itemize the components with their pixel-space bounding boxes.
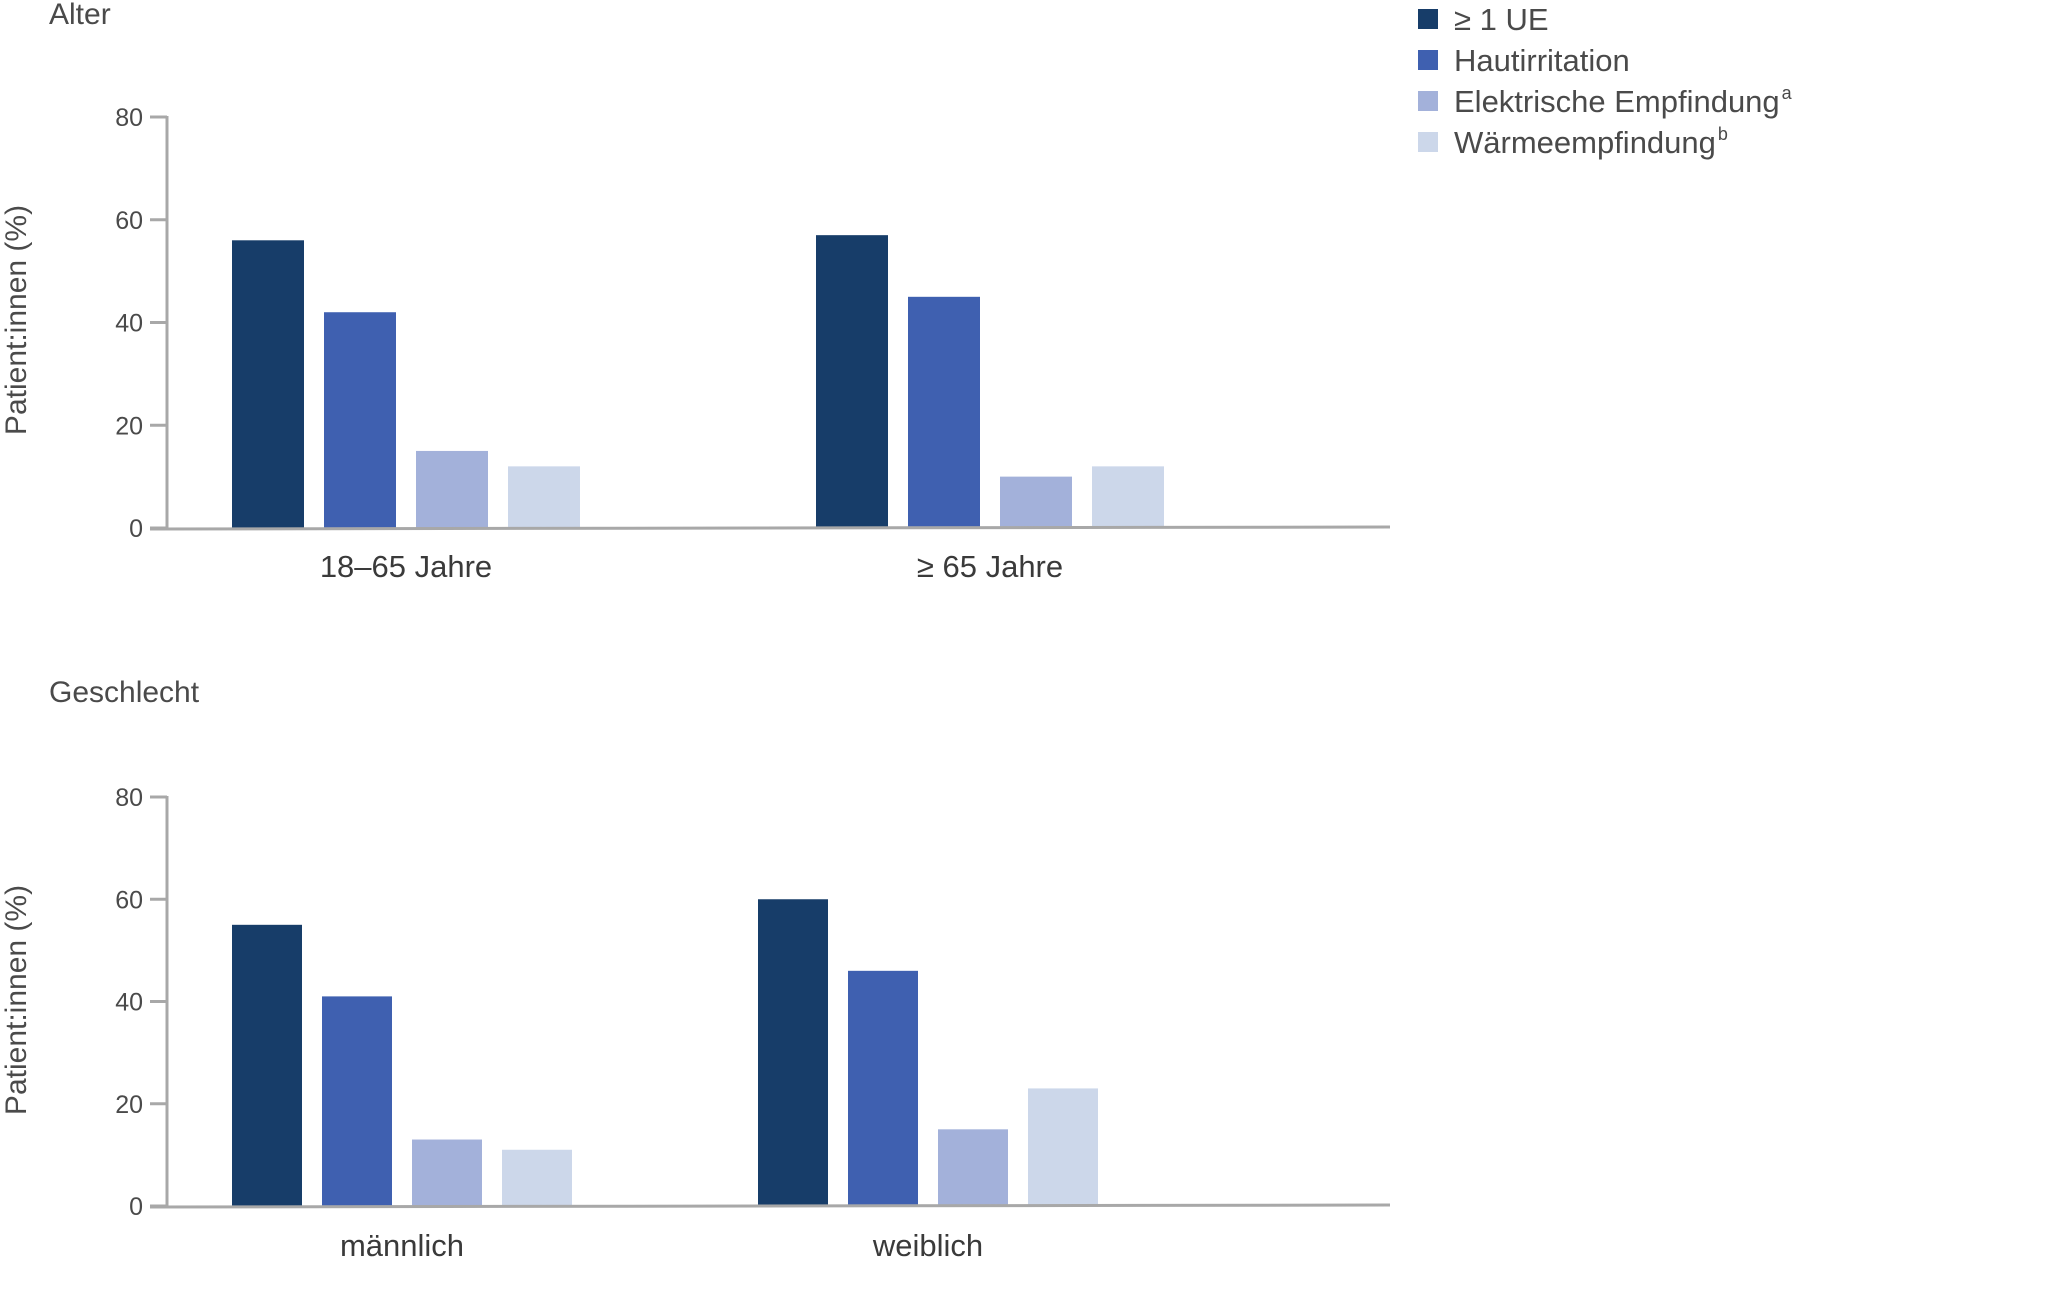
bar [232,924,302,1206]
bar [508,466,580,528]
y-tick-label: 0 [129,1193,143,1221]
bar [322,996,392,1206]
y-tick-label: 0 [129,515,143,543]
chart-panel-geschlecht: Geschlecht Patient:innen (%) 0 20 40 60 80 männ… [0,676,1391,1263]
bar [502,1149,572,1206]
bar [1092,466,1164,528]
y-tick-label: 40 [115,310,143,338]
y-tick-label: 60 [115,886,143,914]
bar [416,450,488,528]
y-axis-label: Patient:innen (%) [0,885,33,1115]
bar [908,296,980,528]
bar [758,899,828,1206]
category-label: weiblich [872,1228,983,1263]
bar [412,1139,482,1206]
x-axis-line [149,1203,1391,1209]
legend-label: Wärmeempfindung b [1454,124,1728,160]
y-axis-label: Patient:innen (%) [0,205,33,435]
footnote-marker: a [1782,83,1793,103]
y-tick-label: 80 [115,784,143,812]
bar [1028,1088,1098,1206]
y-tick-label: 60 [115,207,143,235]
legend-swatch [1418,132,1438,152]
footnote-marker: b [1718,124,1728,144]
legend-label: ≥ 1 UE [1454,2,1549,37]
chart-title: Alter [49,0,111,31]
bar [848,970,918,1206]
legend-swatch [1418,9,1438,29]
y-tick-label: 40 [115,989,143,1017]
x-axis-line [149,525,1391,531]
legend-swatch [1418,50,1438,70]
category-label: ≥ 65 Jahre [917,549,1063,584]
bar [938,1129,1008,1206]
category-label: 18–65 Jahre [320,549,492,584]
bar [232,240,304,529]
y-tick-label: 80 [115,104,143,132]
legend-label: Elektrische Empfindung a [1454,83,1793,119]
bar [1000,476,1072,528]
chart-title: Geschlecht [49,676,200,709]
legend-label: Hautirritation [1454,43,1630,78]
y-tick-label: 20 [115,1091,143,1119]
bar [324,312,396,528]
y-tick-label: 20 [115,412,143,440]
category-label: männlich [340,1228,464,1263]
bar [816,235,888,528]
legend-swatch [1418,91,1438,111]
legend: ≥ 1 UE Hautirritation Elektrische Empfindu… [1418,2,1793,160]
chart-panel-alter: Alter Patient:innen (%) 0 20 40 60 80 18–65 Jah… [0,0,1391,584]
